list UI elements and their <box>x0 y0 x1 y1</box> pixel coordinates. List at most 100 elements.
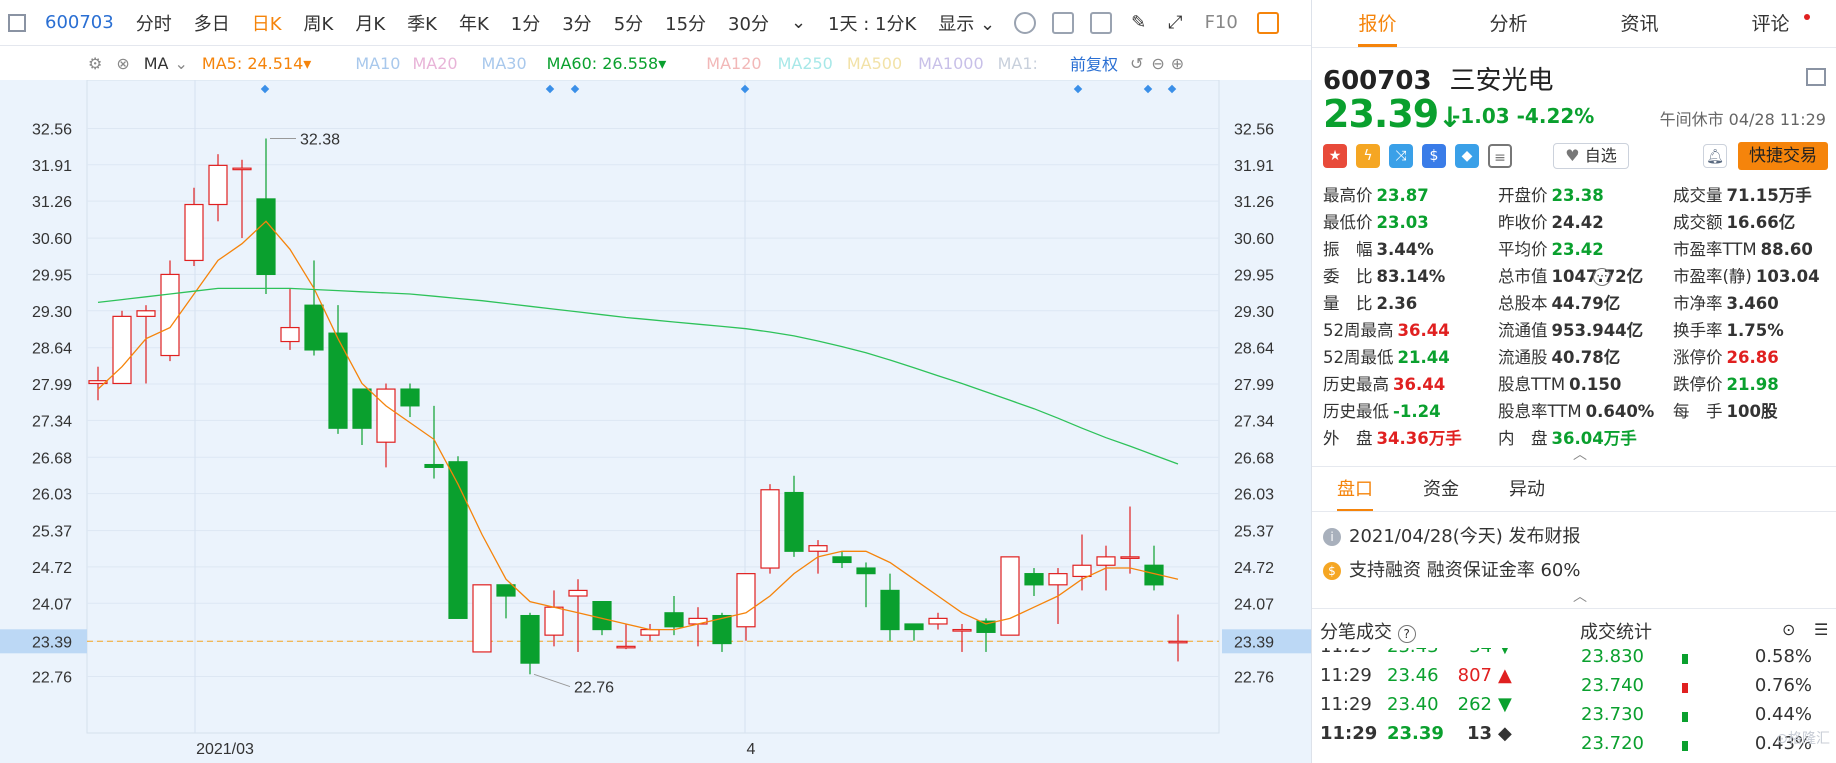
panel-collapse-icon[interactable] <box>1806 68 1826 86</box>
stat-cell: 流通值 953.944亿 <box>1498 317 1643 341</box>
candle-down <box>424 463 444 468</box>
y-tick-left: 26.03 <box>32 487 72 504</box>
zoom-out-icon[interactable]: ⊖ <box>1151 53 1165 73</box>
tab-news[interactable]: 资讯 <box>1620 13 1659 35</box>
watchlist-button[interactable]: ♥ 自选 <box>1553 143 1629 169</box>
fullscreen-icon[interactable]: ⤢ <box>1168 12 1183 33</box>
news-item-report[interactable]: i 2021/04/28(今天) 发布财报 <box>1323 522 1581 548</box>
stat-label: 市盈率TTM <box>1673 240 1757 259</box>
fq-button[interactable]: 前复权 <box>1069 55 1118 74</box>
period-6[interactable]: 年K <box>458 13 489 35</box>
candle-down <box>448 461 468 619</box>
dollar-icon[interactable]: $ <box>1422 144 1446 168</box>
volstats-list-icon[interactable]: ☰ <box>1814 620 1829 639</box>
ma-dropdown-icon[interactable]: ⌄ <box>174 53 188 73</box>
period-8[interactable]: 3分 <box>562 13 592 35</box>
period-5[interactable]: 季K <box>407 13 437 35</box>
candle-up <box>112 315 132 385</box>
tab-analysis[interactable]: 分析 <box>1489 13 1528 35</box>
period-9[interactable]: 5分 <box>613 13 644 35</box>
candle-up <box>736 573 756 628</box>
ma60-arrow-icon[interactable]: ▾ <box>658 53 667 73</box>
period-0[interactable]: 分时 <box>135 13 172 35</box>
candle-down <box>880 589 900 631</box>
quote-stats: 最高价 23.87 开盘价 23.38 成交量 71.15万手 最低价 23.03 昨收价 24.… <box>1323 182 1833 452</box>
quote-name: 三安光电 <box>1449 66 1554 96</box>
stat-cell: 开盘价 23.38 <box>1498 182 1604 206</box>
stat-row: 历史最低 -1.24 股息率TTM 0.640% 每 手 100股 <box>1323 398 1833 425</box>
period-3[interactable]: 周K <box>303 13 334 35</box>
draw-pencil-icon[interactable]: ✎ <box>1131 12 1147 33</box>
layout-icon[interactable] <box>1052 11 1075 34</box>
news-item-margin[interactable]: $ 支持融资 融资保证金率 60% <box>1323 556 1580 582</box>
stat-row: 外 盘 34.36万手 内 盘 36.04万手 <box>1323 425 1833 452</box>
volstat-price: 23.730 <box>1581 704 1644 725</box>
stat-label: 换手率 <box>1673 321 1723 340</box>
kline-chart-area[interactable]: 32.56 32.56 31.91 31.91 31.26 31.26 30.60 30.60… <box>0 80 1311 763</box>
panel-toggle-icon[interactable] <box>1256 11 1279 34</box>
y-tick-right: 26.03 <box>1234 487 1274 504</box>
display-menu[interactable]: 显示 ⌄ <box>938 13 996 35</box>
stat-value: 16.66亿 <box>1726 213 1796 232</box>
help-icon[interactable]: ? <box>1397 625 1416 643</box>
volstat-price: 23.830 <box>1581 648 1644 667</box>
ma5-arrow-icon[interactable]: ▾ <box>303 53 312 73</box>
collapse-news-icon[interactable]: ︿ <box>1573 589 1587 605</box>
candle-down <box>784 491 804 552</box>
bell-icon[interactable]: 🔔︎ <box>1703 144 1727 168</box>
period-7[interactable]: 1分 <box>510 13 541 35</box>
y-tick-left: 29.30 <box>32 304 72 321</box>
stat-value: 103.04 <box>1755 267 1820 286</box>
stat-cell: 历史最低 -1.24 <box>1323 398 1441 422</box>
period-4[interactable]: 月K <box>355 13 386 35</box>
candle-up <box>952 628 972 632</box>
sidebar-toggle-icon[interactable] <box>0 13 34 32</box>
ma-label[interactable]: MA <box>143 53 169 73</box>
more-periods-chevron-icon[interactable]: ⌄ <box>790 12 807 33</box>
period-select[interactable]: 1天 : 1分K <box>828 13 917 35</box>
tab-quote[interactable]: 报价 <box>1312 0 1443 47</box>
stock-code-label[interactable]: 600703 <box>45 12 114 33</box>
tag-icon[interactable]: ◆ <box>1455 144 1479 168</box>
stat-row: 52周最低 21.44 流通股 40.78亿 涨停价 26.86 <box>1323 344 1833 371</box>
stat-cell: 平均价 23.42 <box>1498 236 1604 260</box>
zoom-in-icon[interactable]: ⊕ <box>1170 53 1185 73</box>
watchlist-label: 自选 <box>1584 146 1617 165</box>
tab-alerts[interactable]: 异动 <box>1509 479 1545 500</box>
tick-cell: 11:29 <box>1320 723 1378 744</box>
note-icon[interactable]: ≡ <box>1488 144 1512 168</box>
stat-label: 委 比 <box>1323 267 1373 286</box>
period-2[interactable]: 日K <box>251 13 282 35</box>
ma-settings-icon[interactable]: ⚙ <box>88 53 103 73</box>
volstats-more-icon[interactable]: ⊙ <box>1782 620 1796 639</box>
more-icon[interactable]: ··· <box>1593 268 1611 286</box>
undo-icon[interactable]: ↺ <box>1129 53 1144 73</box>
stat-cell: 换手率 1.75% <box>1673 317 1784 341</box>
tab-funds[interactable]: 资金 <box>1423 479 1459 500</box>
stat-row: 委 比 83.14% 总市值 1047.72亿 市盈率(静) 103.04 <box>1323 263 1833 290</box>
candle-up <box>1048 573 1068 586</box>
f10-button[interactable]: F10 <box>1204 12 1238 33</box>
ma-close-icon[interactable]: ⊗ <box>116 53 130 73</box>
quick-trade-button[interactable]: 快捷交易 <box>1738 142 1828 170</box>
china-flag-icon[interactable]: ★ <box>1323 144 1347 168</box>
y-tick-left: 28.64 <box>32 341 72 358</box>
candle-up <box>640 628 660 636</box>
lightning-icon[interactable]: ϟ <box>1356 144 1380 168</box>
period-11[interactable]: 30分 <box>728 13 769 35</box>
volstat-pct: 0.43% <box>1754 733 1812 754</box>
kline-chart[interactable]: 32.56 32.56 31.91 31.91 31.26 31.26 30.60 30.60… <box>0 80 1311 763</box>
expand-up-icon[interactable]: ︿ <box>1573 447 1587 463</box>
period-10[interactable]: 15分 <box>665 13 707 35</box>
quote-code: 600703 <box>1323 66 1432 96</box>
shuffle-icon[interactable]: ⤨ <box>1389 144 1413 168</box>
period-1[interactable]: 多日 <box>193 13 230 35</box>
tick-cell: ▼ <box>1498 648 1512 657</box>
settings-icon[interactable] <box>1014 11 1037 34</box>
stat-label: 成交额 <box>1673 213 1723 232</box>
volstat-bar <box>1682 654 1688 664</box>
stat-cell: 外 盘 34.36万手 <box>1323 425 1462 449</box>
camera-icon[interactable] <box>1090 11 1113 34</box>
tab-comments[interactable]: 评论 <box>1705 0 1836 47</box>
tab-orderbook[interactable]: 盘口 <box>1312 468 1398 511</box>
